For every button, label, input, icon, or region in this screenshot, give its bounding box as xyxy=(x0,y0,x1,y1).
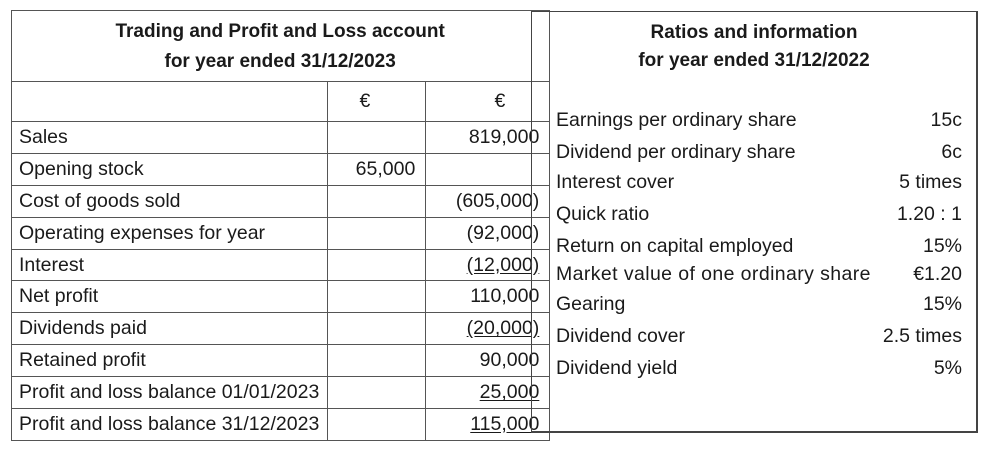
ratio-label: Market value of one ordinary share xyxy=(556,263,871,285)
ratios-box: Ratios and information for year ended 31… xyxy=(531,11,978,433)
pl-row-col2: 115,000 xyxy=(425,408,551,441)
pl-title-line1: Trading and Profit and Loss account xyxy=(115,21,445,42)
ratios-title-line1: Ratios and information xyxy=(650,22,858,43)
ratio-row: Earnings per ordinary share 15c xyxy=(556,109,962,132)
pl-row-col1 xyxy=(327,280,427,314)
ratio-value: 5 times xyxy=(899,171,962,193)
pl-row-amount: 25,000 xyxy=(479,381,540,404)
pl-currency-blank xyxy=(10,81,329,122)
pl-row-col1 xyxy=(327,184,427,218)
pl-row: Cost of goods sold (605,000) xyxy=(10,184,551,218)
pl-row-amount: (20,000) xyxy=(466,317,540,340)
ratio-row: Return on capital employed 15% xyxy=(556,235,962,258)
ratio-value: 1.20 : 1 xyxy=(896,203,962,225)
pl-row-amount: (12,000) xyxy=(466,253,540,276)
pl-row-label: Opening stock xyxy=(10,152,329,186)
pl-row-amount: 110,000 xyxy=(470,285,540,308)
pl-row: Operating expenses for year (92,000) xyxy=(10,216,551,250)
pl-row-col1 xyxy=(327,248,427,282)
pl-row: Profit and loss balance 01/01/2023 25,000 xyxy=(10,376,551,410)
pl-row-label: Operating expenses for year xyxy=(10,216,329,250)
pl-row-col1 xyxy=(327,408,427,441)
pl-row-label: Net profit xyxy=(10,280,329,314)
ratio-row: Interest cover 5 times xyxy=(556,171,962,194)
ratio-label: Dividend per ordinary share xyxy=(556,141,796,163)
pl-row-label: Profit and loss balance 01/01/2023 xyxy=(10,376,329,410)
ratio-row: Dividend yield 5% xyxy=(556,357,962,380)
pl-row: Interest (12,000) xyxy=(10,248,551,282)
ratio-label: Interest cover xyxy=(556,171,675,193)
ratio-label: Return on capital employed xyxy=(556,235,794,257)
pl-row-label: Dividends paid xyxy=(10,312,329,346)
ratio-label: Gearing xyxy=(556,293,626,315)
pl-row-col1 xyxy=(327,216,427,250)
pl-title-row: Trading and Profit and Loss account for … xyxy=(10,10,551,82)
ratio-value: 6c xyxy=(941,141,962,163)
pl-title: Trading and Profit and Loss account for … xyxy=(10,10,551,82)
ratios-title: Ratios and information for year ended 31… xyxy=(532,19,976,75)
pl-row: Sales 819,000 xyxy=(10,121,551,154)
pl-row-col2: 25,000 xyxy=(425,376,551,410)
ratio-value: 5% xyxy=(933,357,962,379)
pl-row-col2 xyxy=(425,152,551,186)
pl-row-amount: 90,000 xyxy=(479,349,540,372)
pl-row-col2: (605,000) xyxy=(425,184,551,218)
ratio-row: Market value of one ordinary share €1.20 xyxy=(556,263,962,286)
pl-row-col2: 110,000 xyxy=(425,280,551,314)
pl-row-col1 xyxy=(327,312,427,346)
pl-currency-col1: € xyxy=(327,81,427,122)
pl-row: Opening stock 65,000 xyxy=(10,152,551,186)
pl-currency-col2: € xyxy=(425,81,551,122)
pl-row: Retained profit 90,000 xyxy=(10,344,551,378)
pl-row: Net profit 110,000 xyxy=(10,280,551,314)
pl-row-col1 xyxy=(327,121,427,154)
pl-row-amount: 819,000 xyxy=(468,125,540,148)
pl-row-label: Sales xyxy=(10,121,329,154)
ratio-row: Quick ratio 1.20 : 1 xyxy=(556,203,962,226)
ratio-label: Dividend cover xyxy=(556,325,685,347)
ratio-value: 15% xyxy=(922,235,962,257)
pl-row-col1 xyxy=(327,344,427,378)
pl-row-col2: (12,000) xyxy=(425,248,551,282)
pl-row: Profit and loss balance 31/12/2023 115,00… xyxy=(10,408,551,441)
ratio-label: Quick ratio xyxy=(556,203,650,225)
pl-row-col1 xyxy=(327,376,427,410)
profit-loss-table: Trading and Profit and Loss account for … xyxy=(10,10,551,441)
ratio-label: Earnings per ordinary share xyxy=(556,109,797,131)
pl-currency-row: € € xyxy=(10,81,551,122)
pl-row-col2: (20,000) xyxy=(425,312,551,346)
pl-row-label: Cost of goods sold xyxy=(10,184,329,218)
pl-row-label: Profit and loss balance 31/12/2023 xyxy=(10,408,329,441)
ratio-value: 15% xyxy=(922,293,962,315)
pl-row: Dividends paid (20,000) xyxy=(10,312,551,346)
ratio-value: 15c xyxy=(930,109,962,131)
pl-row-col1: 65,000 xyxy=(327,152,427,186)
pl-row-amount: 115,000 xyxy=(470,412,540,435)
ratios-title-line2: for year ended 31/12/2022 xyxy=(638,50,870,71)
pl-title-line2: for year ended 31/12/2023 xyxy=(164,51,396,72)
ratio-value: €1.20 xyxy=(913,263,962,285)
ratio-row: Dividend cover 2.5 times xyxy=(556,325,962,348)
pl-row-amount: (92,000) xyxy=(466,221,540,244)
ratio-value: 2.5 times xyxy=(882,325,962,347)
ratio-row: Dividend per ordinary share 6c xyxy=(556,141,962,164)
pl-row-label: Retained profit xyxy=(10,344,329,378)
ratio-label: Dividend yield xyxy=(556,357,678,379)
pl-row-label: Interest xyxy=(10,248,329,282)
pl-row-amount: (605,000) xyxy=(455,189,540,212)
ratio-row: Gearing 15% xyxy=(556,293,962,316)
